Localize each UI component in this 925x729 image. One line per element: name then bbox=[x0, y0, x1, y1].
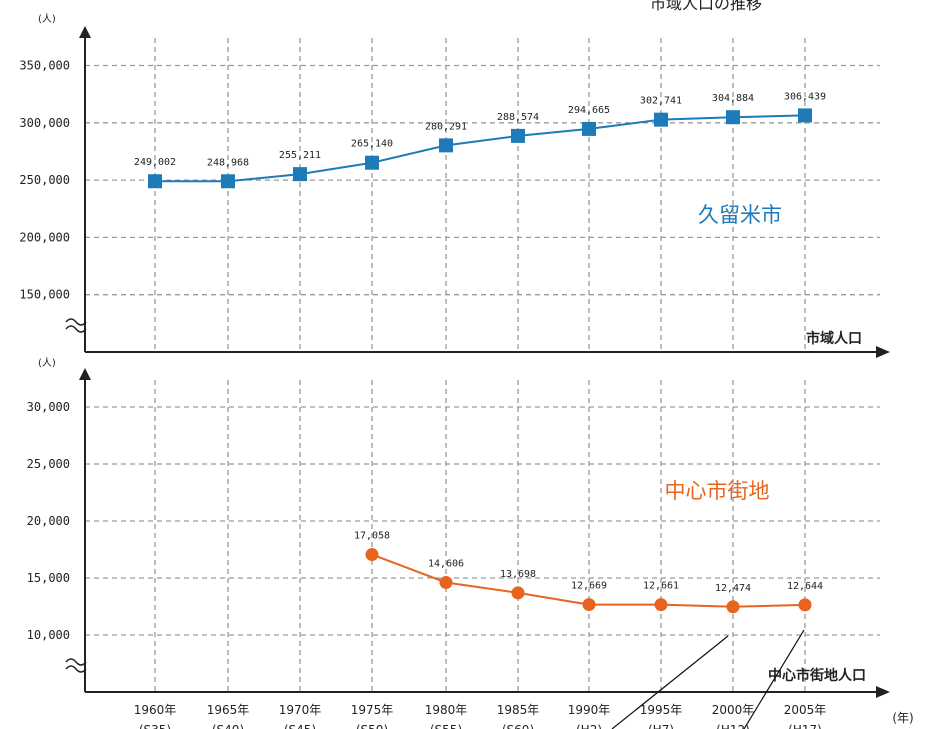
data-point-marker bbox=[439, 575, 453, 589]
x-axis-name: 市域人口 bbox=[806, 330, 862, 347]
data-label: 255,211 bbox=[279, 150, 321, 161]
y-tick-label: 250,000 bbox=[19, 173, 70, 187]
y-axis-unit: (人) bbox=[38, 357, 56, 369]
x-tick-label: 1970年 bbox=[279, 703, 322, 717]
x-tick-sublabel: (H17) bbox=[788, 723, 822, 729]
data-point-marker bbox=[439, 138, 453, 153]
y-tick-label: 150,000 bbox=[19, 288, 70, 302]
data-label: 265,140 bbox=[351, 139, 393, 150]
x-tick-sublabel: (S35) bbox=[139, 723, 171, 729]
series-line bbox=[154, 114, 806, 183]
callout-leader-line bbox=[611, 635, 729, 729]
data-point-marker bbox=[511, 128, 525, 143]
data-label: 13,698 bbox=[500, 569, 536, 580]
data-label: 294,665 bbox=[568, 105, 610, 116]
data-label: 12,661 bbox=[643, 581, 679, 592]
axis-break-mark bbox=[65, 325, 87, 333]
y-tick-label: 15,000 bbox=[27, 571, 70, 585]
data-point-marker bbox=[293, 167, 307, 182]
data-label: 306,439 bbox=[784, 91, 826, 102]
y-axis-arrow bbox=[79, 26, 91, 38]
data-point-marker bbox=[365, 548, 379, 562]
x-axis-name: 中心市街地人口 bbox=[768, 667, 866, 684]
data-label: 249,002 bbox=[134, 157, 176, 168]
x-tick-sublabel: (S40) bbox=[212, 723, 244, 729]
x-tick-label: 1965年 bbox=[207, 703, 250, 717]
x-tick-label: 1990年 bbox=[568, 703, 611, 717]
series-name-label: 中心市街地 bbox=[665, 479, 770, 503]
data-point-marker bbox=[582, 121, 596, 136]
data-point-marker bbox=[654, 112, 668, 127]
x-tick-sublabel: (S45) bbox=[284, 723, 316, 729]
x-tick-sublabel: (H2) bbox=[576, 723, 602, 729]
x-axis-arrow bbox=[876, 346, 890, 358]
data-point-marker bbox=[798, 598, 812, 612]
y-tick-label: 25,000 bbox=[27, 457, 70, 471]
data-point-marker bbox=[221, 174, 235, 189]
x-tick-label: 1975年 bbox=[351, 703, 394, 717]
axis-break-mark bbox=[65, 318, 87, 326]
data-label: 280,291 bbox=[425, 121, 467, 132]
data-label: 304,884 bbox=[712, 93, 754, 104]
x-tick-label: 1960年 bbox=[134, 703, 177, 717]
x-tick-sublabel: (S50) bbox=[356, 723, 388, 729]
data-point-marker bbox=[726, 600, 740, 614]
data-point-marker bbox=[148, 174, 162, 189]
data-point-marker bbox=[365, 155, 379, 170]
x-tick-sublabel: (H7) bbox=[648, 723, 674, 729]
data-label: 17,058 bbox=[354, 531, 390, 542]
x-tick-label: 1980年 bbox=[425, 703, 468, 717]
x-tick-label: 1995年 bbox=[640, 703, 683, 717]
data-label: 248,968 bbox=[207, 157, 249, 168]
y-tick-label: 30,000 bbox=[27, 400, 70, 414]
y-tick-label: 200,000 bbox=[19, 230, 70, 244]
data-label: 12,474 bbox=[715, 583, 751, 594]
x-tick-sublabel: (S55) bbox=[430, 723, 462, 729]
y-tick-label: 300,000 bbox=[19, 116, 70, 130]
x-tick-label: 2000年 bbox=[712, 703, 755, 717]
x-tick-sublabel: (H12) bbox=[716, 723, 750, 729]
x-tick-sublabel: (S60) bbox=[502, 723, 534, 729]
data-label: 14,606 bbox=[428, 558, 464, 569]
x-tick-label: 1985年 bbox=[497, 703, 540, 717]
data-label: 12,669 bbox=[571, 581, 607, 592]
axis-break-mark bbox=[65, 658, 87, 666]
x-tick-label: 2005年 bbox=[784, 703, 827, 717]
callout-leader-line bbox=[743, 629, 805, 729]
y-tick-label: 10,000 bbox=[27, 628, 70, 642]
data-label: 12,644 bbox=[787, 581, 823, 592]
data-point-marker bbox=[726, 110, 740, 125]
data-point-marker bbox=[511, 586, 525, 600]
data-point-marker bbox=[654, 598, 668, 612]
data-point-marker bbox=[582, 598, 596, 612]
y-axis-unit: (人) bbox=[38, 13, 56, 25]
y-tick-label: 20,000 bbox=[27, 514, 70, 528]
x-axis-arrow bbox=[876, 686, 890, 698]
y-axis-arrow bbox=[79, 368, 91, 380]
x-axis-unit: (年) bbox=[892, 711, 913, 725]
axis-break-mark bbox=[65, 665, 87, 673]
data-label: 302,741 bbox=[640, 96, 682, 107]
y-tick-label: 350,000 bbox=[19, 59, 70, 73]
partial-title: 市域人口の推移 bbox=[650, 0, 763, 13]
data-label: 288,574 bbox=[497, 112, 539, 123]
data-point-marker bbox=[798, 108, 812, 123]
series-name-label: 久留米市 bbox=[698, 203, 782, 227]
